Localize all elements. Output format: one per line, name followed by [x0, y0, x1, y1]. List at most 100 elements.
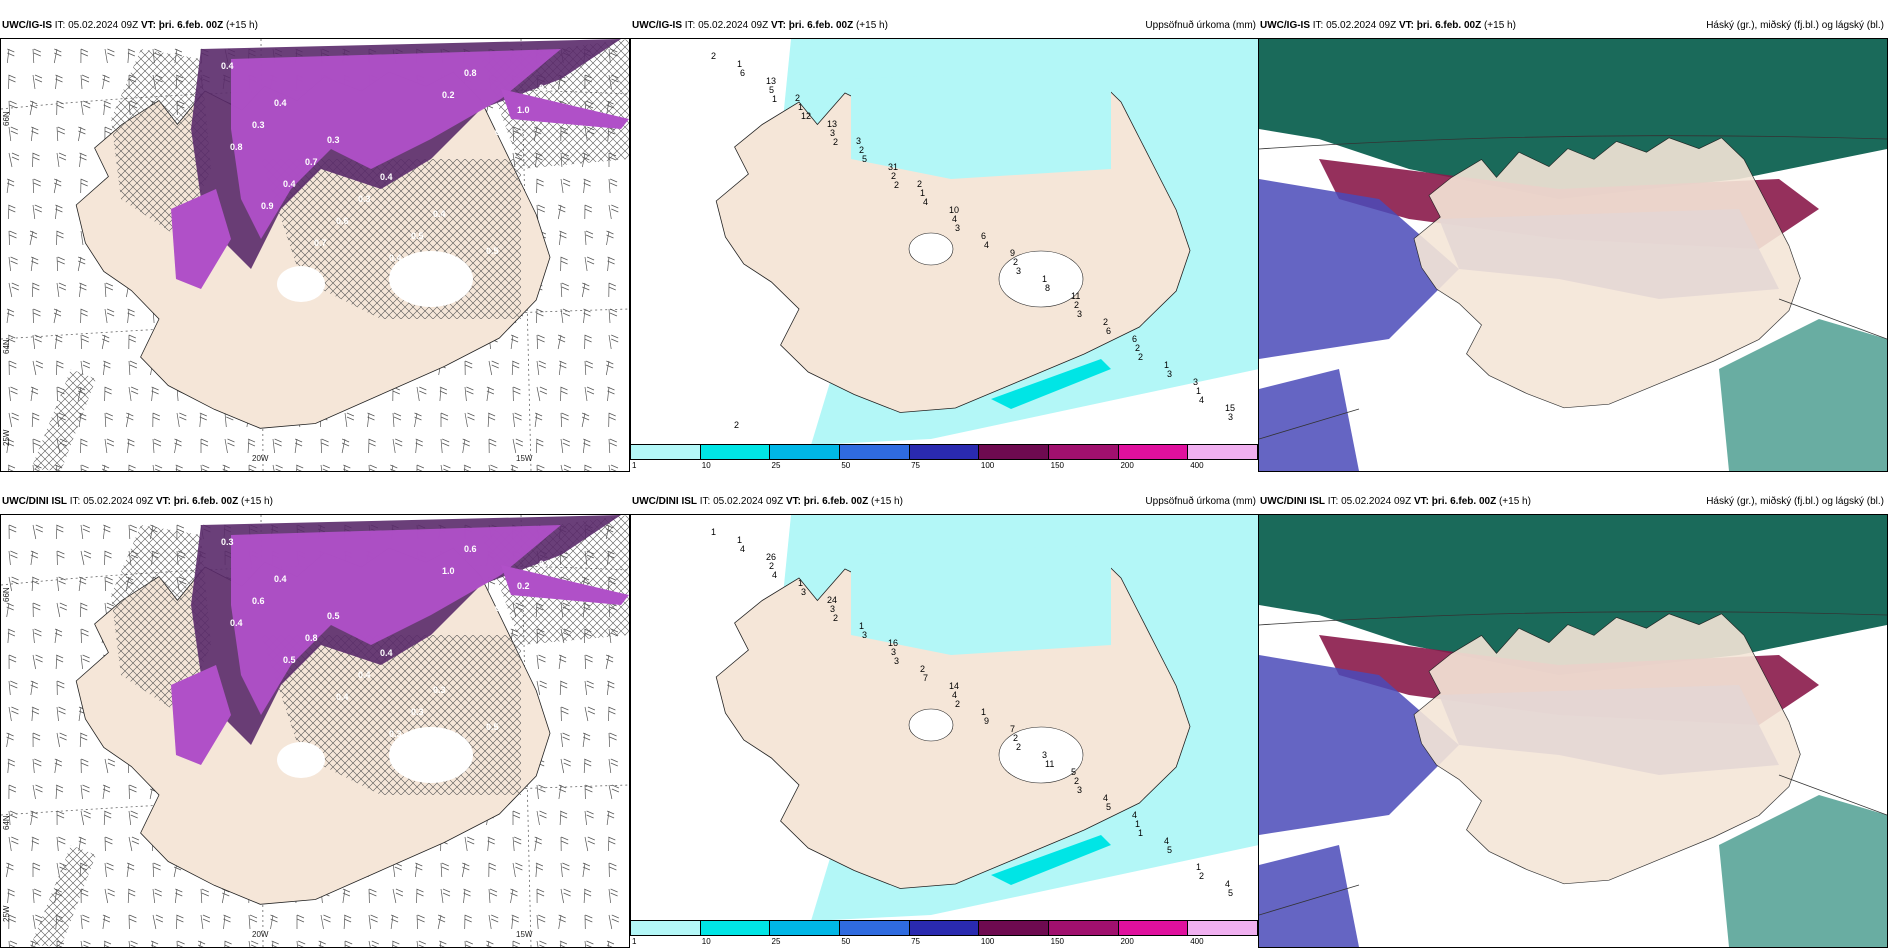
- wind-barb: [80, 48, 89, 64]
- wind-barb: [368, 464, 377, 471]
- wind-barb: [536, 178, 544, 194]
- cloud-map: [1258, 38, 1888, 472]
- precip-value-label: 2: [1199, 871, 1204, 881]
- wind-barb: [102, 914, 111, 930]
- wind-barb: [320, 438, 329, 454]
- wind-barb: [224, 438, 235, 454]
- wind-barb: [584, 836, 595, 852]
- wind-barb: [104, 888, 115, 904]
- precip-value-label: 3: [891, 647, 896, 657]
- colorbar-cell: [770, 445, 841, 459]
- wind-barb: [30, 810, 38, 826]
- wind-barb: [414, 862, 423, 878]
- valid-time: VT: þri. 6.feb. 00Z: [770, 20, 854, 31]
- wind-barb: [8, 914, 16, 930]
- wind-barb: [294, 438, 303, 454]
- precip-value-label: 9: [984, 716, 989, 726]
- wind-barb: [6, 602, 14, 618]
- wind-barb: [30, 256, 39, 272]
- snow-value-label: 0.4: [380, 648, 393, 658]
- hatch-area: [111, 525, 211, 715]
- wind-barb: [8, 100, 17, 116]
- wind-barb: [605, 360, 614, 376]
- wind-barb: [152, 888, 162, 904]
- snow-value-label: 0.4: [380, 172, 393, 182]
- wind-barb: [104, 308, 115, 324]
- colorbar-cell: [840, 921, 910, 935]
- wind-barb: [80, 914, 90, 930]
- snow-value-label: 0.6: [336, 216, 349, 226]
- graticule-line: [1259, 408, 1360, 440]
- wind-barb: [55, 204, 63, 220]
- wind-barb: [32, 204, 42, 220]
- wind-barb: [440, 412, 449, 427]
- wind-barb: [30, 680, 38, 696]
- wind-barb: [536, 654, 546, 670]
- precip-values: 2122333246125448633532422211121612115131…: [711, 51, 1235, 430]
- graticule-line: [1778, 298, 1887, 340]
- snow-value-label: 0.4: [283, 179, 296, 189]
- wind-barb: [511, 914, 519, 930]
- init-time: IT: 05.02.2024 09Z: [52, 20, 141, 31]
- precip-value-label: 2: [859, 145, 864, 155]
- wind-barb: [128, 524, 137, 540]
- wind-barb: [416, 888, 424, 904]
- snow-value-label: 0.3: [221, 537, 234, 547]
- wind-barb: [152, 438, 162, 454]
- wind-barb: [6, 308, 15, 324]
- wind-barb: [608, 282, 616, 298]
- wind-barb: [512, 862, 523, 878]
- precip-value-label: 2: [833, 137, 838, 147]
- wind-barb: [7, 464, 16, 471]
- wind-barb: [104, 282, 114, 298]
- wind-barb: [104, 862, 114, 878]
- wind-barb: [464, 914, 472, 930]
- valid-time: VT: þri. 6.feb. 00Z: [140, 20, 224, 31]
- precip-area: [851, 545, 1111, 655]
- wind-barb: [8, 524, 17, 540]
- lead-time: (+15 h): [1481, 20, 1516, 31]
- colorbar: 1 10 25 50 75 100 150 200 400: [630, 444, 1258, 470]
- snow-swath: [231, 525, 561, 715]
- wind-barb: [56, 732, 67, 748]
- wind-barb: [272, 464, 283, 471]
- wind-barb: [103, 940, 112, 947]
- wind-barb: [103, 810, 112, 826]
- wind-barb: [8, 940, 18, 947]
- wind-barb: [56, 680, 65, 696]
- wind-barb: [344, 412, 355, 428]
- wind-barb: [560, 282, 569, 298]
- wind-barb: [32, 862, 41, 877]
- precip-value-label: 13: [766, 76, 776, 86]
- wind-barb: [462, 438, 470, 454]
- wind-barb: [32, 360, 44, 376]
- precip-value-label: 2: [955, 699, 960, 709]
- precip-value-label: 31: [888, 162, 898, 172]
- precip-value-label: 4: [1199, 395, 1204, 405]
- precip-value-label: 2: [1016, 742, 1021, 752]
- wind-barb: [488, 914, 499, 930]
- wind-barb: [56, 282, 67, 298]
- wind-barb: [414, 412, 422, 428]
- precip-value-label: 5: [1106, 802, 1111, 812]
- wind-barb: [512, 438, 523, 454]
- cloud-low: [1259, 369, 1359, 471]
- wind-barb: [80, 360, 91, 376]
- wind-barb: [368, 940, 379, 947]
- precip-value-label: 2: [1013, 733, 1018, 743]
- wind-barb: [128, 810, 138, 826]
- hatch-area: [31, 845, 96, 947]
- snow-swath: [231, 49, 561, 239]
- model-name: UWC/DINI ISL: [632, 496, 697, 507]
- wind-barb: [536, 888, 545, 904]
- wind-barb: [200, 888, 209, 904]
- wind-barb: [392, 862, 402, 878]
- wind-barb: [560, 836, 569, 852]
- wind-barb: [608, 178, 618, 194]
- snow-wind-svg: 0.4 0.4 0.3 0.4 0.4 0.5 0.6 0.3 0.7 0.3 0.5 0.8 1.0 0…: [1, 39, 629, 471]
- wind-barb: [392, 940, 400, 947]
- wind-barb: [584, 334, 592, 350]
- wind-barb: [56, 602, 67, 618]
- precip-value-label: 2: [1013, 257, 1018, 267]
- wind-barb: [487, 412, 496, 428]
